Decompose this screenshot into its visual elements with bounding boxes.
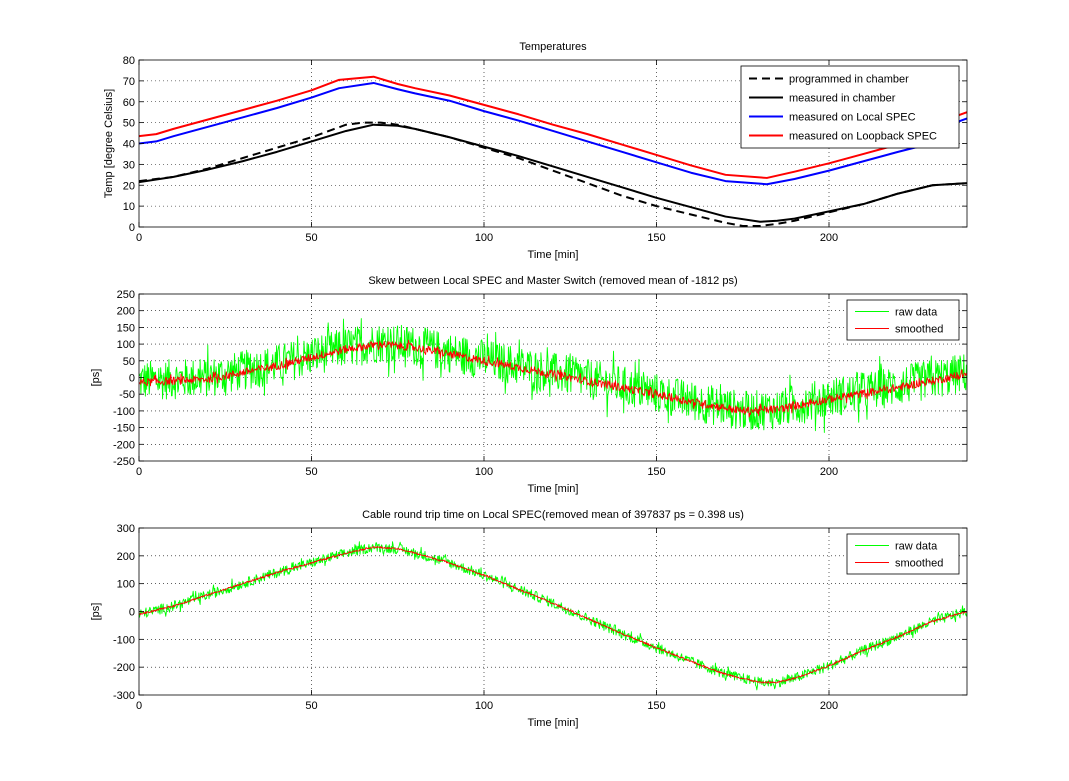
- series-line-programmed-in-chamber: [139, 121, 967, 227]
- legend-label: raw data: [895, 307, 938, 319]
- legend-label: measured in chamber: [789, 93, 896, 105]
- x-tick-label: 50: [305, 232, 317, 244]
- legend-label: programmed in chamber: [789, 74, 909, 86]
- series-line-measured-on-local-spec: [139, 81, 967, 186]
- y-tick-label: -300: [113, 690, 135, 702]
- x-axis-label: Time [min]: [528, 249, 579, 261]
- y-tick-label: 0: [129, 222, 135, 234]
- legend-box: [740, 65, 960, 149]
- y-tick-label: -200: [113, 439, 135, 451]
- series-line-measured-on-loopback-spec: [139, 75, 967, 179]
- legend-label: measured on Loopback SPEC: [789, 131, 937, 143]
- series-line-smoothed: [139, 546, 967, 684]
- chart-3: 0 50 100 150 200 -300 -200 -100 0 100 200 300 Cable …: [90, 509, 968, 729]
- x-tick-label: 200: [820, 232, 838, 244]
- y-tick-label: 100: [117, 579, 135, 591]
- chart-title: Cable round trip time on Local SPEC(remo…: [362, 509, 744, 521]
- legend: raw data smoothed: [846, 533, 960, 575]
- x-tick-label: 150: [647, 700, 665, 712]
- y-tick-label: -100: [113, 406, 135, 418]
- y-tick-label: 250: [117, 289, 135, 301]
- y-tick-label: 150: [117, 322, 135, 334]
- y-tick-label: 0: [129, 607, 135, 619]
- x-tick-label: 150: [647, 466, 665, 478]
- legend-box: [846, 533, 960, 575]
- y-tick-label: 100: [117, 339, 135, 351]
- y-tick-label: 70: [123, 76, 135, 88]
- y-axis-label: [ps]: [90, 369, 102, 387]
- y-tick-label: 20: [123, 180, 135, 192]
- legend-label: measured on Local SPEC: [789, 112, 916, 124]
- x-tick-label: 0: [136, 466, 142, 478]
- x-tick-label: 200: [820, 466, 838, 478]
- chart-2: 0 50 100 150 200 -250 -200 -150 -100 -50 0 50 100 150…: [90, 275, 968, 495]
- y-tick-label: 200: [117, 551, 135, 563]
- y-tick-label: 200: [117, 306, 135, 318]
- y-tick-label: -150: [113, 423, 135, 435]
- y-tick-label: 30: [123, 159, 135, 171]
- x-tick-label: 200: [820, 700, 838, 712]
- legend: raw data smoothed: [846, 299, 960, 341]
- x-tick-label: 100: [475, 700, 493, 712]
- x-tick-label: 100: [475, 232, 493, 244]
- y-tick-label: -200: [113, 662, 135, 674]
- y-tick-label: 300: [117, 523, 135, 535]
- chart-title: Temperatures: [519, 41, 587, 53]
- x-tick-label: 150: [647, 232, 665, 244]
- y-tick-label: 60: [123, 97, 135, 109]
- legend-box: [846, 299, 960, 341]
- y-tick-label: 10: [123, 201, 135, 213]
- x-tick-label: 50: [305, 700, 317, 712]
- chart-1: 0 50 100 150 200 0 10 20 30 40 50 60 70 80 Temperature…: [103, 41, 968, 261]
- x-tick-label: 0: [136, 700, 142, 712]
- y-axis-label: Temp [degree Celsius]: [103, 89, 115, 198]
- legend-label: smoothed: [895, 558, 943, 570]
- y-tick-label: 50: [123, 118, 135, 130]
- legend: programmed in chamber measured in chamber…: [740, 65, 960, 149]
- series-line-measured-in-chamber: [139, 123, 967, 223]
- y-tick-label: -250: [113, 456, 135, 468]
- series-line-smoothed: [139, 339, 967, 418]
- x-tick-label: 100: [475, 466, 493, 478]
- y-tick-label: -100: [113, 634, 135, 646]
- x-axis-label: Time [min]: [528, 717, 579, 729]
- y-tick-label: 40: [123, 139, 135, 151]
- series-group: [139, 541, 967, 691]
- x-tick-label: 0: [136, 232, 142, 244]
- series-group: [139, 75, 967, 227]
- y-tick-label: -50: [119, 389, 135, 401]
- y-tick-label: 50: [123, 356, 135, 368]
- legend-label: smoothed: [895, 324, 943, 336]
- x-axis-label: Time [min]: [528, 483, 579, 495]
- chart-title: Skew between Local SPEC and Master Switc…: [368, 275, 737, 287]
- y-tick-label: 80: [123, 55, 135, 67]
- legend-label: raw data: [895, 541, 938, 553]
- y-axis-label: [ps]: [90, 603, 102, 621]
- series-line-raw-data: [139, 318, 967, 433]
- series-group: [139, 318, 967, 433]
- y-tick-label: 0: [129, 373, 135, 385]
- x-tick-label: 50: [305, 466, 317, 478]
